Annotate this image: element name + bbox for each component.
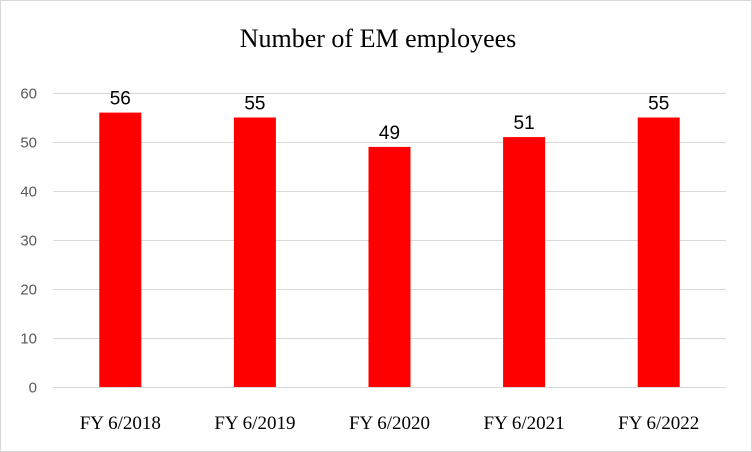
x-tick-label: FY 6/2020	[349, 413, 430, 434]
x-tick-label: FY 6/2018	[80, 413, 161, 434]
y-tick-label: 0	[29, 380, 37, 397]
data-labels: 56 55 49 51 55	[110, 89, 670, 144]
y-tick-label: 10	[20, 331, 37, 348]
data-label: 51	[514, 113, 535, 134]
data-label: 49	[379, 123, 400, 144]
data-label: 56	[110, 89, 131, 110]
bar-1	[99, 112, 142, 387]
bar-3	[368, 146, 411, 387]
bar-5	[637, 117, 680, 387]
bar-2	[233, 117, 276, 387]
x-tick-label: FY 6/2021	[484, 413, 565, 434]
y-tick-label: 50	[20, 135, 37, 152]
x-tick-label: FY 6/2022	[618, 413, 699, 434]
y-tick-label: 40	[20, 184, 37, 201]
y-tick-label: 30	[20, 233, 37, 250]
y-axis-ticks: 0 10 20 30 40 50 60	[20, 86, 37, 397]
x-axis-ticks: FY 6/2018 FY 6/2019 FY 6/2020 FY 6/2021 FY 6…	[80, 413, 700, 434]
y-tick-label: 60	[20, 86, 37, 103]
x-tick-label: FY 6/2019	[214, 413, 295, 434]
bar-4	[503, 137, 546, 387]
bars	[99, 112, 680, 387]
data-label: 55	[244, 94, 265, 115]
y-tick-label: 20	[20, 282, 37, 299]
chart-title: Number of EM employees	[240, 24, 517, 53]
data-label: 55	[648, 94, 669, 115]
